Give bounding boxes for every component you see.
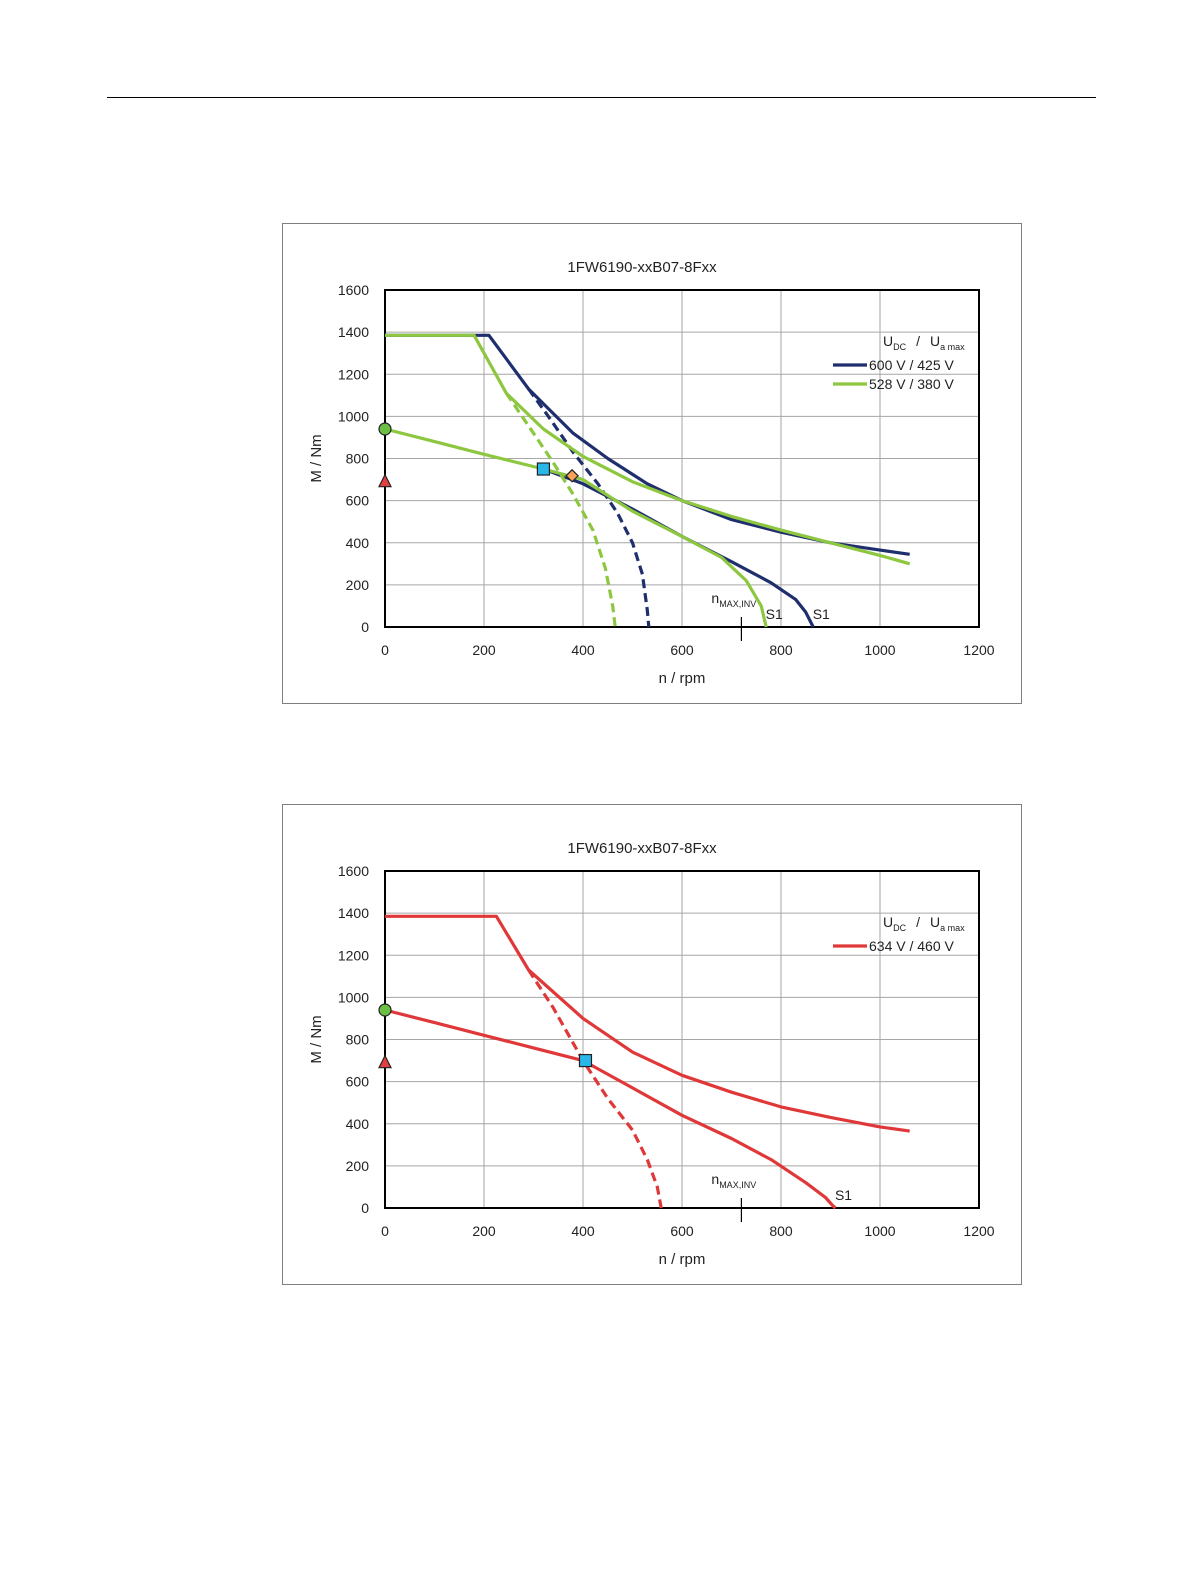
y-tick-label: 800 bbox=[346, 1032, 370, 1048]
y-tick-label: 400 bbox=[346, 1116, 370, 1132]
legend-title-u-dc: U bbox=[883, 333, 893, 349]
x-tick-label: 600 bbox=[670, 642, 694, 658]
y-tick-label: 800 bbox=[346, 451, 370, 467]
x-tick-label: 0 bbox=[381, 1223, 389, 1239]
marker-triangle bbox=[378, 1054, 392, 1069]
y-tick-label: 1600 bbox=[338, 282, 369, 298]
legend-title-separator: / bbox=[916, 333, 920, 349]
marker-triangle bbox=[378, 473, 392, 488]
y-tick-label: 1400 bbox=[338, 324, 369, 340]
n-max-inv-label-main: n bbox=[711, 1171, 719, 1187]
s1-label: S1 bbox=[835, 1187, 852, 1203]
legend-title-u-amax: U bbox=[930, 333, 940, 349]
plot-area-border bbox=[384, 289, 980, 628]
series-line-dashed bbox=[527, 388, 651, 628]
legend-title-u-dc: U bbox=[883, 914, 893, 930]
x-tick-label: 1000 bbox=[864, 642, 895, 658]
legend-title-u-amax-sub: a max bbox=[940, 342, 965, 352]
y-axis-title: M / Nm bbox=[308, 434, 325, 482]
series-line-solid bbox=[542, 467, 815, 628]
x-tick-label: 800 bbox=[769, 642, 793, 658]
s1-label: S1 bbox=[813, 606, 830, 622]
series-line-solid bbox=[384, 427, 768, 628]
y-tick-label: 200 bbox=[346, 1158, 370, 1174]
chart-1-svg: 1FW6190-xxB07-8Fxx 0 200 400 600 800 1000 1200 0… bbox=[308, 259, 995, 687]
x-tick-label: 200 bbox=[472, 1223, 496, 1239]
legend-title-u-dc-sub: DC bbox=[893, 923, 906, 933]
series-line-dashed bbox=[527, 969, 663, 1209]
y-tick-label: 0 bbox=[361, 1200, 369, 1216]
legend-title-u-amax-sub: a max bbox=[940, 923, 965, 933]
marker-circle bbox=[378, 422, 392, 436]
y-tick-label: 600 bbox=[346, 1074, 370, 1090]
x-tick-label: 400 bbox=[571, 1223, 595, 1239]
x-tick-label: 800 bbox=[769, 1223, 793, 1239]
legend-title: UDC / Ua max bbox=[883, 333, 965, 352]
x-tick-label: 1200 bbox=[963, 1223, 994, 1239]
x-tick-label: 1000 bbox=[864, 1223, 895, 1239]
x-tick-label: 200 bbox=[472, 642, 496, 658]
chart-title: 1FW6190-xxB07-8Fxx bbox=[567, 840, 717, 857]
marker-square bbox=[578, 1053, 593, 1068]
n-max-inv-label-sub: MAX,INV bbox=[719, 599, 756, 609]
page-top-rule bbox=[107, 97, 1096, 98]
n-max-inv-label-sub: MAX,INV bbox=[719, 1180, 756, 1190]
y-tick-label: 400 bbox=[346, 535, 370, 551]
y-tick-label: 600 bbox=[346, 493, 370, 509]
y-tick-label: 1200 bbox=[338, 366, 369, 382]
legend-label: 600 V / 425 V bbox=[869, 357, 955, 373]
legend-label: 634 V / 460 V bbox=[869, 938, 955, 954]
chart-2-svg: 1FW6190-xxB07-8Fxx 0 200 400 600 800 1000 1200 0… bbox=[308, 840, 995, 1268]
n-max-inv-label: nMAX,INV bbox=[711, 590, 756, 609]
legend-label: 528 V / 380 V bbox=[869, 376, 955, 392]
legend-title-u-dc-sub: DC bbox=[893, 342, 906, 352]
legend-title-u-amax: U bbox=[930, 914, 940, 930]
n-max-inv-label-main: n bbox=[711, 590, 719, 606]
torque-speed-chart-1: 1FW6190-xxB07-8Fxx 0 200 400 600 800 1000 1200 0… bbox=[282, 223, 1022, 704]
y-tick-label: 1400 bbox=[338, 905, 369, 921]
y-tick-label: 1600 bbox=[338, 863, 369, 879]
x-tick-label: 0 bbox=[381, 642, 389, 658]
torque-speed-chart-2: 1FW6190-xxB07-8Fxx 0 200 400 600 800 1000 1200 0… bbox=[282, 804, 1022, 1285]
series-line-dashed bbox=[504, 392, 617, 628]
y-tick-label: 1000 bbox=[338, 989, 369, 1005]
y-tick-label: 200 bbox=[346, 577, 370, 593]
s1-label: S1 bbox=[766, 606, 783, 622]
x-axis-title: n / rpm bbox=[659, 1251, 706, 1268]
series-line-solid bbox=[385, 914, 910, 1133]
plot-area-border bbox=[384, 870, 980, 1209]
marker-diamond bbox=[565, 468, 579, 483]
series-line-solid bbox=[385, 333, 911, 566]
y-axis-title: M / Nm bbox=[308, 1015, 325, 1063]
series-line-solid bbox=[384, 1008, 837, 1210]
y-tick-label: 0 bbox=[361, 619, 369, 635]
x-tick-label: 1200 bbox=[963, 642, 994, 658]
marker-circle bbox=[378, 1003, 392, 1017]
series-line-solid bbox=[385, 333, 910, 556]
x-tick-label: 600 bbox=[670, 1223, 694, 1239]
y-tick-label: 1000 bbox=[338, 408, 369, 424]
legend-title-separator: / bbox=[916, 914, 920, 930]
legend-title: UDC / Ua max bbox=[883, 914, 965, 933]
marker-square bbox=[536, 462, 550, 476]
n-max-inv-label: nMAX,INV bbox=[711, 1171, 756, 1190]
x-axis-title: n / rpm bbox=[659, 670, 706, 687]
x-tick-label: 400 bbox=[571, 642, 595, 658]
y-tick-label: 1200 bbox=[338, 947, 369, 963]
chart-title: 1FW6190-xxB07-8Fxx bbox=[567, 259, 717, 276]
